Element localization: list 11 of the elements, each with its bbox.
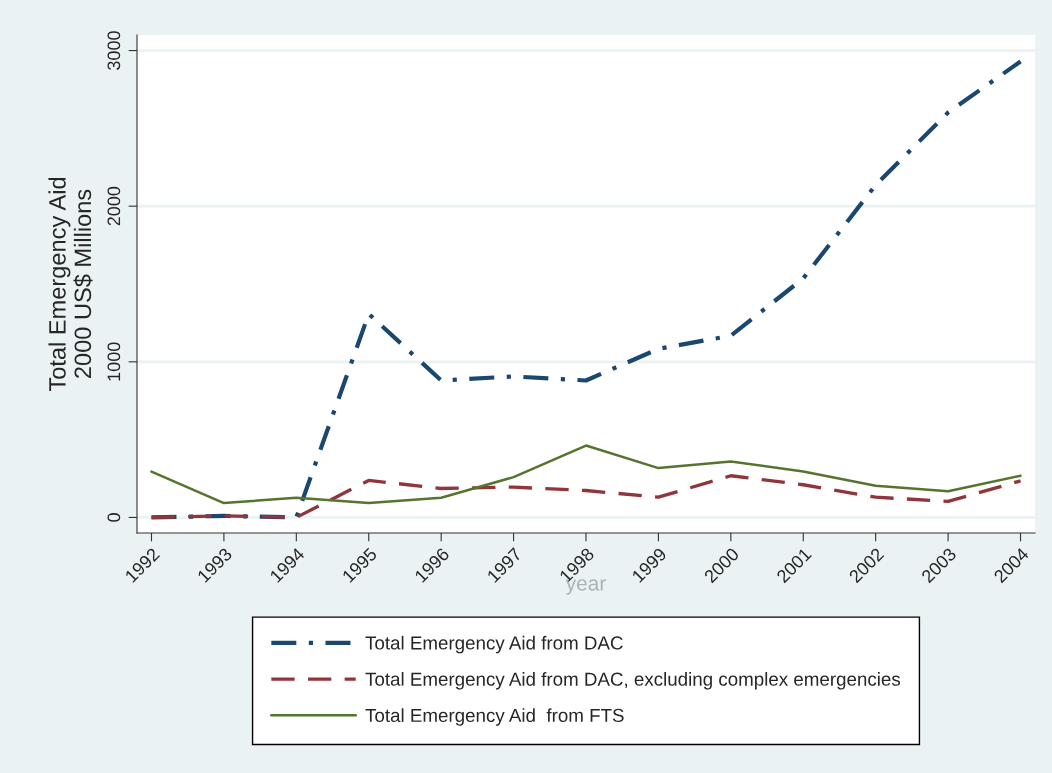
line-series [149,474,1023,520]
y-tick-label: 1000 [107,342,121,381]
y-tick-label: 3000 [107,31,121,70]
y-axis-title: Total Emergency Aid 2000 US$ Millions [48,177,93,392]
line-series [149,59,1023,520]
y-tick-label: 0 [107,513,121,522]
legend-label: Total Emergency Aid from DAC, excluding complex emergencies [365,672,901,690]
legend-label: Total Emergency Aid from FTS [365,708,624,726]
y-tick-label: 2000 [107,186,121,226]
legend-label: Total Emergency Aid from DAC [365,635,623,654]
line-series [150,444,1022,505]
